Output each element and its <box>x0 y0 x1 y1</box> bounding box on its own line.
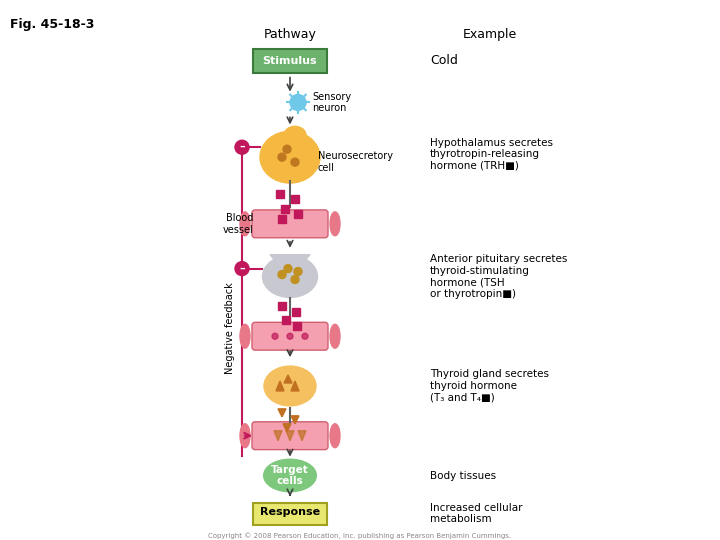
Bar <box>292 308 300 316</box>
Circle shape <box>283 145 291 153</box>
Circle shape <box>291 275 299 284</box>
FancyBboxPatch shape <box>252 322 328 350</box>
Ellipse shape <box>330 424 340 448</box>
Polygon shape <box>270 255 310 267</box>
Text: Response: Response <box>260 507 320 517</box>
Circle shape <box>278 153 286 161</box>
Text: Blood
vessel: Blood vessel <box>222 213 253 234</box>
Text: Copyright © 2008 Pearson Education, Inc. publishing as Pearson Benjamin Cummings: Copyright © 2008 Pearson Education, Inc.… <box>208 532 512 539</box>
Circle shape <box>235 140 249 154</box>
Text: –: – <box>239 142 245 152</box>
Bar <box>278 215 286 223</box>
Circle shape <box>290 94 306 110</box>
Bar <box>294 210 302 218</box>
Text: Neurosecretory
cell: Neurosecretory cell <box>318 151 393 173</box>
Bar <box>293 322 301 330</box>
Text: Stimulus: Stimulus <box>263 56 318 66</box>
Polygon shape <box>291 416 299 424</box>
Polygon shape <box>276 381 284 391</box>
Ellipse shape <box>284 126 306 144</box>
Text: Body tissues: Body tissues <box>430 470 496 481</box>
Polygon shape <box>291 381 299 391</box>
Text: Increased cellular
metabolism: Increased cellular metabolism <box>430 503 523 524</box>
Text: Anterior pituitary secretes
thyroid-stimulating
hormone (TSH
or thyrotropin■): Anterior pituitary secretes thyroid-stim… <box>430 254 567 299</box>
Text: Thyroid gland secretes
thyroid hormone
(T₃ and T₄■): Thyroid gland secretes thyroid hormone (… <box>430 369 549 403</box>
Circle shape <box>278 271 286 279</box>
Text: Negative feedback: Negative feedback <box>225 282 235 374</box>
Text: Hypothalamus secretes
thyrotropin-releasing
hormone (TRH■): Hypothalamus secretes thyrotropin-releas… <box>430 138 553 171</box>
Circle shape <box>302 333 308 339</box>
Polygon shape <box>284 375 292 383</box>
Ellipse shape <box>263 255 318 298</box>
Text: Fig. 45-18-3: Fig. 45-18-3 <box>10 18 94 31</box>
Bar <box>281 205 289 213</box>
Polygon shape <box>283 424 291 432</box>
FancyBboxPatch shape <box>253 49 327 72</box>
Ellipse shape <box>264 460 316 491</box>
Text: Pathway: Pathway <box>264 28 316 41</box>
Ellipse shape <box>264 366 316 406</box>
Ellipse shape <box>240 212 250 236</box>
Circle shape <box>287 333 293 339</box>
Ellipse shape <box>260 131 320 183</box>
Text: Cold: Cold <box>430 54 458 67</box>
FancyBboxPatch shape <box>253 503 327 525</box>
FancyBboxPatch shape <box>252 210 328 238</box>
Text: –: – <box>239 264 245 274</box>
Polygon shape <box>278 409 286 417</box>
Circle shape <box>235 261 249 275</box>
Circle shape <box>272 333 278 339</box>
FancyBboxPatch shape <box>252 422 328 450</box>
Ellipse shape <box>330 212 340 236</box>
Ellipse shape <box>240 325 250 348</box>
Circle shape <box>284 265 292 273</box>
Bar <box>291 195 299 203</box>
Circle shape <box>291 158 299 166</box>
Bar <box>282 316 290 325</box>
Text: Sensory
neuron: Sensory neuron <box>312 92 351 113</box>
Circle shape <box>294 268 302 275</box>
Bar <box>276 190 284 198</box>
Ellipse shape <box>240 424 250 448</box>
Ellipse shape <box>330 325 340 348</box>
Polygon shape <box>274 431 282 441</box>
Bar <box>278 302 286 310</box>
Polygon shape <box>286 431 294 441</box>
Text: Example: Example <box>463 28 517 41</box>
Text: Target
cells: Target cells <box>271 465 309 487</box>
Polygon shape <box>298 431 306 441</box>
